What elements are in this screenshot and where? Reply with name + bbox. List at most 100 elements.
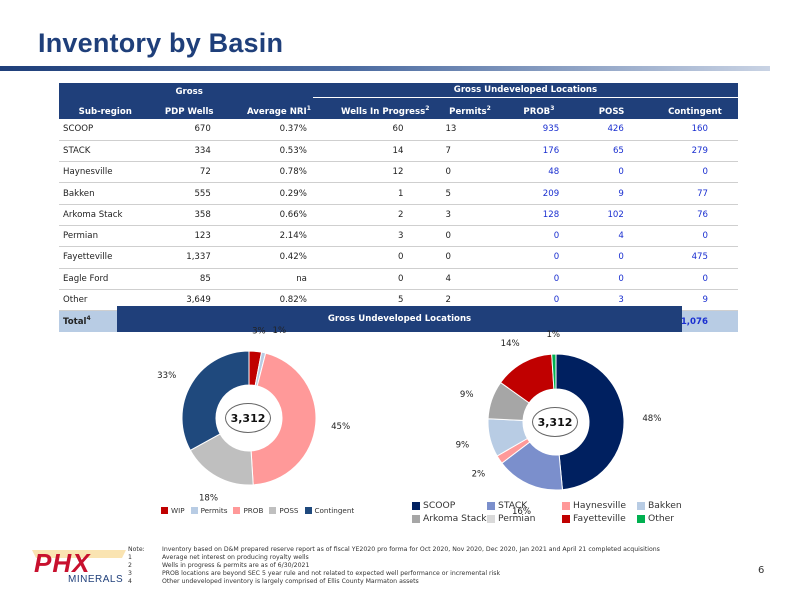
legend-by-basin: SCOOP STACK Haynesville Bakken Arkoma Stack P…: [412, 500, 712, 524]
cell-nri: na: [226, 268, 313, 290]
cell-pdp-value: 358: [194, 209, 211, 220]
header-nri-footnote: 1: [306, 105, 311, 113]
donut-slice-scoop: [555, 353, 625, 491]
donut-center-total: 3,312: [532, 407, 578, 437]
cell-cont: 77: [651, 182, 738, 205]
total-footnote: 4: [86, 314, 91, 322]
cell-cont-value: 77: [697, 188, 708, 199]
legend-label: Haynesville: [573, 500, 626, 511]
header-group-undeveloped: Gross Undeveloped Locations: [312, 83, 738, 98]
footnote-key: 1: [128, 554, 132, 561]
legend-item-other: Other: [637, 513, 712, 524]
cell-prob-value: 0: [553, 273, 560, 284]
cell-name: SCOOP: [59, 119, 152, 141]
page-number: 6: [758, 565, 765, 576]
legend-label: Permits: [200, 506, 228, 515]
cell-poss-value: 0: [618, 252, 624, 263]
cell-pdp: 670: [151, 119, 227, 141]
cell-name-value: Permian: [63, 231, 99, 242]
legend-swatch: [637, 501, 645, 510]
inventory-table-container: Gross Gross Undeveloped Locations Sub-re…: [59, 83, 738, 332]
cell-permits-value: 0: [445, 167, 451, 178]
cell-name-value: STACK: [63, 145, 91, 156]
table-row: Haynesville 72 0.78% 12 0 48 0 0: [59, 161, 738, 184]
cell-wip-value: 14: [392, 145, 404, 156]
legend-swatch: [304, 507, 312, 514]
cell-poss-value: 65: [612, 145, 624, 156]
cell-permits: 0: [433, 161, 507, 184]
legend-label: POSS: [279, 506, 299, 515]
cell-name-value: SCOOP: [63, 124, 94, 135]
data-label-other: 1%: [546, 330, 560, 340]
logo-wordmark: PHX: [34, 548, 91, 578]
cell-cont: 279: [651, 140, 738, 163]
cell-name: Eagle Ford: [59, 268, 152, 290]
cell-poss: 0: [571, 268, 652, 290]
footnote-text: PROB locations are beyond SEC 5 year rul…: [162, 570, 501, 577]
donut-slice-prob: [250, 352, 317, 486]
legend-item-stack: STACK: [487, 500, 562, 511]
cell-prob-value: 0: [553, 252, 560, 263]
cell-wip: 0: [312, 246, 434, 269]
cell-name: Permian: [59, 225, 152, 248]
cell-cont-value: 0: [702, 167, 708, 178]
cell-cont-value: 475: [691, 252, 708, 263]
cell-poss: 4: [571, 225, 652, 248]
cell-prob: 0: [506, 268, 572, 290]
cell-wip-value: 60: [392, 124, 404, 135]
cell-wip: 60: [312, 119, 434, 141]
page-title: Inventory by Basin: [38, 28, 284, 58]
table-body: SCOOP 670 0.37% 60 13 935 426 160 STACK 334 0.53% 1…: [59, 119, 738, 332]
cell-nri-value: 2.14%: [279, 231, 307, 242]
cell-prob: 0: [506, 225, 572, 248]
cell-name-value: Haynesville: [63, 167, 113, 178]
cell-permits: 3: [433, 204, 507, 226]
legend-swatch: [562, 514, 570, 523]
legend-item-prob: PROB: [233, 506, 263, 515]
header-pdp-wells-label: PDP Wells: [164, 107, 214, 117]
cell-name-value: Other: [63, 295, 88, 306]
cell-poss: 9: [571, 182, 652, 205]
footnote-text: Inventory based on D&M prepared reserve …: [162, 546, 660, 553]
cell-permits-value: 5: [445, 188, 451, 199]
inventory-table: Gross Gross Undeveloped Locations Sub-re…: [59, 83, 738, 332]
header-poss: POSS: [571, 97, 652, 119]
legend-label: Contingent: [314, 506, 355, 515]
title-underline: [0, 66, 770, 71]
cell-prob: 0: [506, 246, 572, 269]
cell-name: Haynesville: [59, 161, 152, 184]
legend-swatch: [190, 507, 198, 514]
cell-poss-value: 3: [618, 295, 624, 306]
cell-cont: 76: [651, 204, 738, 226]
cell-name-value: Total: [63, 316, 87, 327]
cell-cont: 475: [651, 246, 738, 269]
cell-prob: 209: [506, 182, 572, 205]
legend-item-fayetteville: Fayetteville: [562, 513, 637, 524]
cell-wip-value: 2: [397, 209, 404, 220]
legend-swatch: [269, 507, 277, 514]
footnote-key: 2: [128, 562, 132, 569]
header-blank: [226, 83, 313, 97]
header-permits: Permits2: [433, 97, 507, 119]
cell-cont-value: 76: [697, 209, 708, 220]
header-sub-region: Sub-region: [59, 97, 152, 119]
cell-pdp: 334: [151, 140, 227, 163]
phx-logo: [32, 550, 126, 558]
cell-nri: 0.66%: [226, 204, 313, 226]
cell-cont-value: 1,076: [680, 316, 708, 327]
cell-name-value: Bakken: [63, 188, 95, 199]
cell-cont: 0: [651, 268, 738, 290]
header-nri-label: Average NRI: [246, 107, 307, 117]
data-label-bakken: 9%: [456, 440, 470, 450]
cell-permits: 0: [433, 246, 507, 269]
cell-nri-value: na: [296, 273, 307, 284]
cell-permits-value: 4: [445, 273, 451, 284]
data-label-contingent: 33%: [157, 371, 176, 381]
cell-nri-value: 0.42%: [279, 252, 307, 263]
data-label-prob: 45%: [331, 422, 350, 432]
cell-nri: 0.37%: [226, 119, 313, 141]
table-row: Fayetteville 1,337 0.42% 0 0 0 0 475: [59, 246, 738, 269]
cell-poss-value: 4: [618, 231, 624, 242]
table-row: Arkoma Stack 358 0.66% 2 3 128 102 76: [59, 204, 738, 226]
